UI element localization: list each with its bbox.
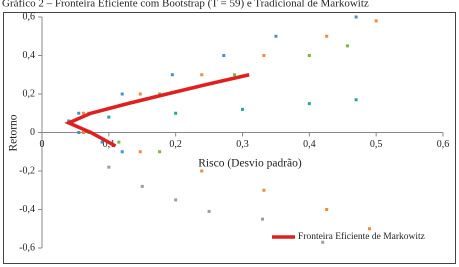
- point: [120, 150, 124, 154]
- y-tick-label: 0: [30, 127, 35, 138]
- point: [158, 150, 162, 154]
- point: [67, 119, 71, 123]
- point: [120, 92, 124, 96]
- point: [307, 54, 311, 57]
- point: [354, 98, 358, 102]
- x-tick-label: 0: [40, 139, 45, 150]
- x-axis-title: Risco (Desvio padrão): [198, 158, 302, 170]
- x-tick-label: 0,6: [437, 139, 450, 150]
- y-tick-label: 0,2: [23, 88, 36, 99]
- x-tick-label: 0,2: [169, 139, 182, 150]
- point: [107, 165, 111, 169]
- point: [232, 73, 236, 77]
- chart-title: Gráfico 2 – Fronteira Eficiente com Boot…: [2, 0, 369, 10]
- y-axis-title: Retorno: [8, 114, 20, 151]
- point: [374, 19, 378, 23]
- point: [325, 208, 329, 211]
- point: [200, 169, 204, 173]
- x-tick-label: 0,3: [236, 139, 249, 150]
- y-tick-label: -0,4: [19, 204, 35, 215]
- point: [138, 150, 142, 154]
- point: [241, 107, 244, 111]
- point: [200, 73, 204, 77]
- point: [262, 188, 266, 192]
- point: [307, 102, 311, 106]
- legend-label: Fronteira Eficiente de Markowitz: [298, 231, 425, 242]
- point: [321, 240, 325, 244]
- point: [174, 111, 178, 115]
- point: [174, 198, 178, 202]
- point: [107, 115, 111, 119]
- frontier-line: [64, 73, 250, 148]
- x-tick-label: 0,5: [370, 139, 383, 150]
- y-tick-label: -0,6: [19, 242, 35, 253]
- point: [262, 54, 266, 57]
- point: [138, 92, 142, 96]
- point: [274, 34, 278, 38]
- point: [261, 217, 265, 221]
- y-tick-label: 0,4: [23, 50, 36, 61]
- point: [367, 227, 371, 231]
- y-tick-label: 0,6: [23, 11, 36, 22]
- point: [100, 140, 104, 144]
- point: [170, 73, 174, 77]
- point: [222, 54, 226, 57]
- point: [77, 111, 81, 115]
- point: [81, 131, 85, 134]
- y-tick-label: -0,2: [19, 165, 35, 176]
- point: [207, 209, 211, 213]
- chart-frame: [3, 12, 456, 264]
- point: [354, 15, 358, 19]
- point: [345, 44, 349, 48]
- x-tick-label: 0,4: [303, 139, 316, 150]
- point: [325, 34, 329, 38]
- point: [81, 111, 85, 115]
- point: [140, 184, 144, 188]
- point: [77, 131, 81, 134]
- point: [117, 140, 121, 144]
